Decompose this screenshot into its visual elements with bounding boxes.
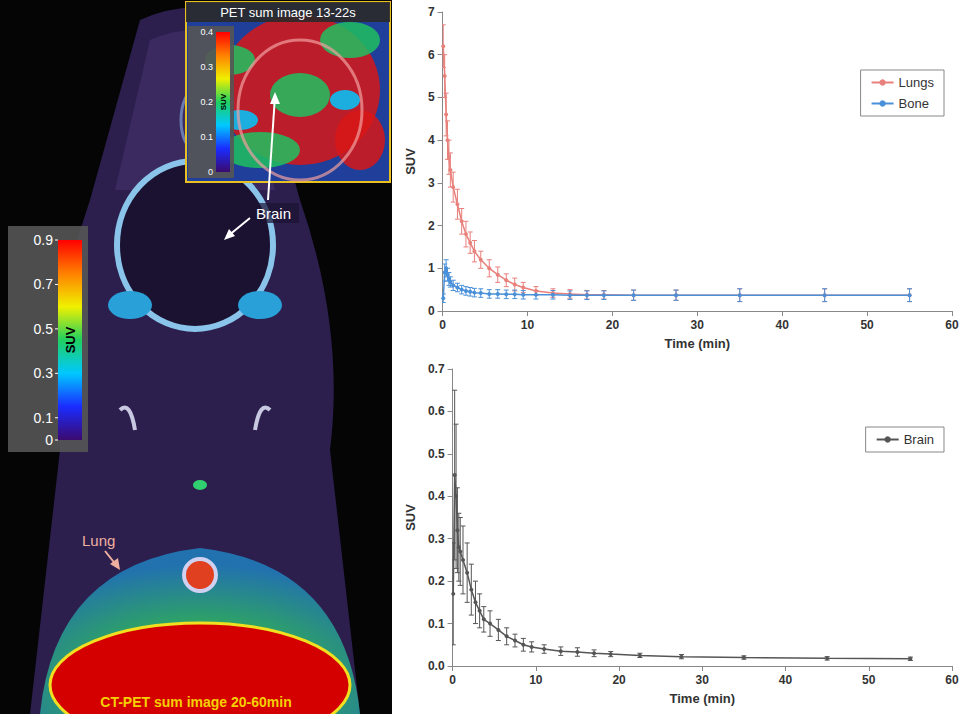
svg-text:30: 30 <box>691 318 705 332</box>
svg-text:0.3: 0.3 <box>34 365 54 381</box>
svg-text:0.1: 0.1 <box>34 410 54 426</box>
svg-text:0.6: 0.6 <box>428 404 445 418</box>
svg-text:Lung: Lung <box>82 532 115 549</box>
svg-text:Time (min): Time (min) <box>670 691 736 706</box>
svg-text:0.4: 0.4 <box>428 489 445 503</box>
svg-text:Brain: Brain <box>256 205 291 222</box>
svg-text:40: 40 <box>779 673 793 687</box>
svg-text:0: 0 <box>45 432 53 448</box>
svg-text:0.0: 0.0 <box>428 659 445 673</box>
svg-text:0.2: 0.2 <box>200 97 213 107</box>
svg-text:0: 0 <box>439 318 446 332</box>
svg-text:5: 5 <box>428 90 435 104</box>
svg-text:1: 1 <box>428 261 435 275</box>
svg-text:3: 3 <box>428 176 435 190</box>
svg-text:40: 40 <box>776 318 790 332</box>
svg-text:0: 0 <box>428 304 435 318</box>
svg-text:6: 6 <box>428 48 435 62</box>
svg-text:20: 20 <box>606 318 620 332</box>
svg-text:SUV: SUV <box>63 326 78 353</box>
svg-text:Lungs: Lungs <box>899 75 935 90</box>
svg-text:0.1: 0.1 <box>428 617 445 631</box>
svg-text:0: 0 <box>208 167 213 177</box>
svg-text:Bone: Bone <box>899 96 929 111</box>
svg-text:SUV: SUV <box>219 93 228 110</box>
svg-text:SUV: SUV <box>403 148 418 175</box>
svg-text:30: 30 <box>696 673 710 687</box>
svg-text:0.7: 0.7 <box>34 276 54 292</box>
svg-text:0.7: 0.7 <box>428 362 445 376</box>
svg-text:0.4: 0.4 <box>200 27 213 37</box>
svg-text:60: 60 <box>945 673 959 687</box>
svg-text:Brain: Brain <box>904 432 934 447</box>
svg-text:0.5: 0.5 <box>34 321 54 337</box>
svg-text:10: 10 <box>521 318 535 332</box>
svg-text:CT-PET sum image 20-60min: CT-PET sum image 20-60min <box>100 694 291 710</box>
svg-text:Time (min): Time (min) <box>665 336 731 351</box>
svg-text:60: 60 <box>945 318 959 332</box>
svg-text:SUV: SUV <box>403 504 418 531</box>
svg-text:4: 4 <box>428 133 435 147</box>
svg-text:20: 20 <box>612 673 626 687</box>
svg-text:PET sum image 13-22s: PET sum image 13-22s <box>220 5 356 20</box>
svg-text:50: 50 <box>862 673 876 687</box>
svg-text:0.3: 0.3 <box>428 532 445 546</box>
svg-text:2: 2 <box>428 219 435 233</box>
svg-text:0.1: 0.1 <box>200 132 213 142</box>
svg-text:50: 50 <box>860 318 874 332</box>
svg-text:10: 10 <box>529 673 543 687</box>
svg-text:0.3: 0.3 <box>200 62 213 72</box>
svg-text:0: 0 <box>449 673 456 687</box>
svg-text:0.9: 0.9 <box>34 232 54 248</box>
svg-text:7: 7 <box>428 5 435 19</box>
svg-text:0.2: 0.2 <box>428 574 445 588</box>
svg-text:0.5: 0.5 <box>428 447 445 461</box>
